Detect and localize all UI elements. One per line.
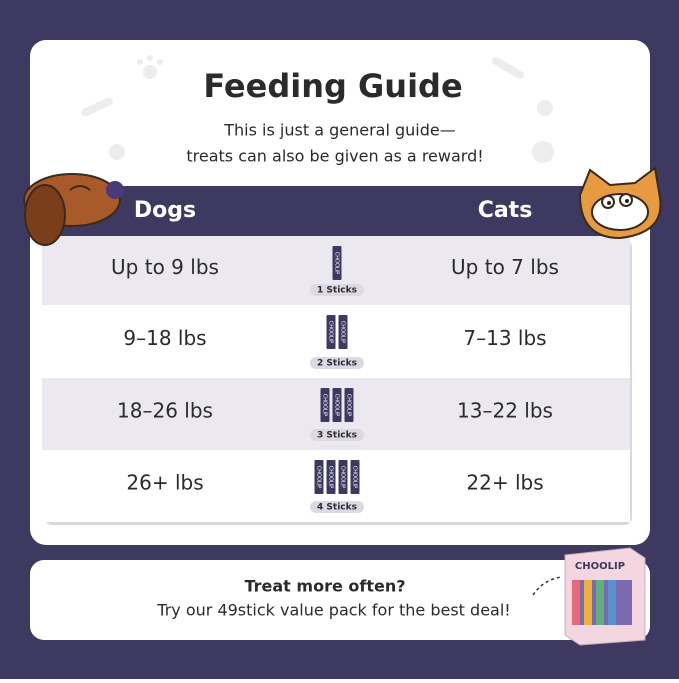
cat-weight: 7–13 lbs	[463, 326, 546, 350]
footer-line: Try our 49stick value pack for the best …	[156, 601, 510, 620]
stick-text: CHOOLIP	[346, 394, 352, 416]
stick-text: CHOOLIP	[340, 466, 346, 488]
stick-label: 1 Sticks	[317, 286, 357, 296]
stick	[314, 460, 324, 494]
stick-text: CHOOLIP	[340, 321, 346, 343]
dog-weight: Up to 9 lbs	[111, 255, 219, 279]
stick	[332, 246, 342, 280]
dog-weight: 18–26 lbs	[117, 399, 213, 423]
stick-label: 3 Sticks	[317, 431, 357, 441]
dog-illustration	[23, 173, 124, 246]
column-header: Dogs	[134, 198, 196, 223]
stick-label: 2 Sticks	[317, 359, 357, 369]
stick	[344, 388, 354, 422]
stick-text: CHOOLIP	[322, 394, 328, 416]
cat-weight: 13–22 lbs	[457, 399, 553, 423]
stick-label-pill	[310, 357, 364, 369]
sticks: CHOOLIP CHOOLIP CHOOLIP CHOOLIP	[314, 460, 360, 494]
dog-weight: 26+ lbs	[126, 471, 203, 495]
stick	[326, 460, 336, 494]
stick-label-pill	[310, 284, 364, 296]
title: Feeding Guide	[203, 67, 462, 105]
stick-text: CHOOLIP	[328, 466, 334, 488]
stick	[350, 460, 360, 494]
arrow	[532, 576, 562, 596]
cat-weight: Up to 7 lbs	[451, 255, 559, 279]
stick	[332, 388, 342, 422]
stick-label-pill	[310, 429, 364, 441]
stick	[326, 315, 336, 349]
product-box: CHOOLIP	[564, 547, 646, 646]
stick	[338, 315, 348, 349]
dog-weight: 9–18 lbs	[123, 326, 206, 350]
table-header	[42, 186, 630, 236]
sticks: CHOOLIP CHOOLIP CHOOLIP	[320, 388, 354, 422]
box-brand: CHOOLIP	[575, 561, 625, 572]
cat-illustration	[578, 166, 662, 240]
sticks: CHOOLIP CHOOLIP	[326, 315, 348, 349]
table-row: Up to 9 lbs Up to 7 lbs CHOOLIP 1 Sticks	[42, 236, 630, 305]
cat-weight: 22+ lbs	[466, 471, 543, 495]
stick-text: CHOOLIP	[316, 466, 322, 488]
subtitle-line: treats can also be given as a reward!	[186, 147, 483, 166]
stick-text: CHOOLIP	[352, 466, 358, 488]
stick-label-pill	[310, 501, 364, 513]
sticks: CHOOLIP	[332, 246, 342, 280]
footer-card	[30, 560, 650, 640]
stick-text: CHOOLIP	[328, 321, 334, 343]
footer-line: Treat more often?	[244, 577, 405, 596]
table-body: Up to 9 lbs Up to 7 lbs CHOOLIP 1 Sticks 9–1…	[42, 236, 630, 522]
subtitle-line: This is just a general guide—	[223, 121, 455, 140]
stick	[320, 388, 330, 422]
column-header: Cats	[478, 198, 533, 223]
table-row: 18–26 lbs 13–22 lbs CHOOLIP CHOOLIP CHOOLIP 3…	[42, 378, 630, 450]
decorations	[81, 55, 554, 163]
stick-text: CHOOLIP	[334, 252, 340, 274]
stick-text: CHOOLIP	[334, 394, 340, 416]
stick-label: 4 Sticks	[317, 503, 357, 513]
table-row: 9–18 lbs 7–13 lbs CHOOLIP CHOOLIP 2 Sticks	[42, 305, 630, 378]
stick	[338, 460, 348, 494]
